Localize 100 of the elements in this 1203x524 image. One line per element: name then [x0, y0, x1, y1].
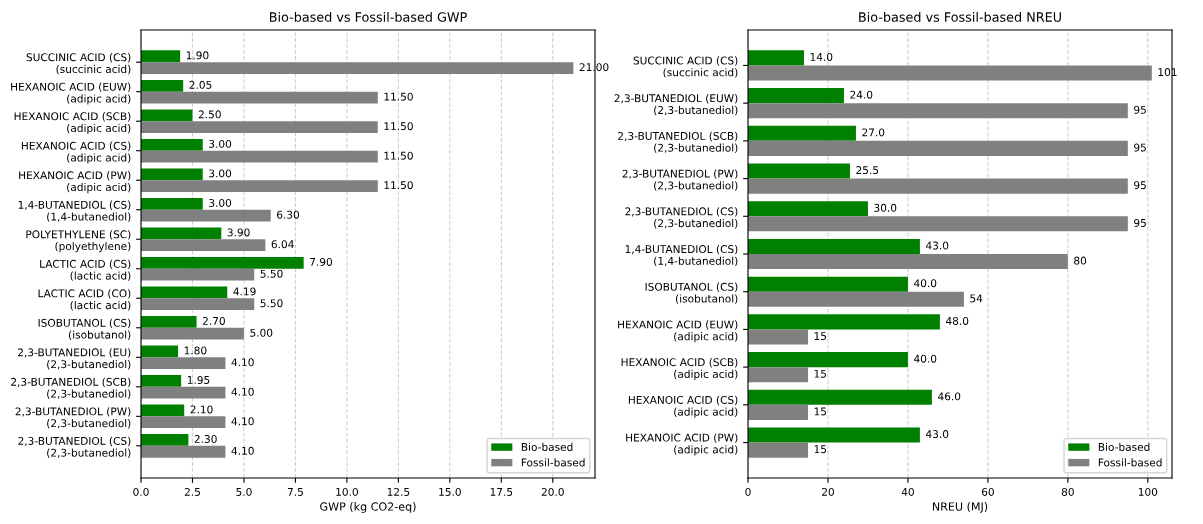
bar — [141, 209, 271, 222]
data-label: 11.50 — [384, 151, 413, 160]
bar — [141, 121, 378, 133]
y-tick-label: 1,4-BUTANEDIOL (CS) (1,4-butanediol) — [18, 200, 131, 222]
data-label: 2.70 — [202, 316, 225, 325]
bar — [141, 256, 304, 269]
bar — [141, 91, 378, 104]
x-axis-title: GWP (kg CO2-eq) — [320, 502, 416, 513]
data-label: 5.50 — [260, 299, 283, 308]
bar — [141, 298, 255, 311]
bar — [748, 238, 920, 254]
data-label: 15 — [814, 332, 827, 341]
x-tick-label: 0.0 — [133, 487, 149, 496]
y-tick-label: HEXANOIC ACID (EUW) (adipic acid) — [618, 320, 738, 343]
bar — [748, 103, 1128, 119]
data-label: 46.0 — [937, 392, 961, 401]
data-label: 4.10 — [231, 417, 254, 426]
y-tick-label: 2,3-BUTANEDIOL (EU) (2,3-butanediol) — [18, 348, 131, 370]
bar — [748, 254, 1068, 270]
y-tick-label: HEXANOIC ACID (CS) (adipic acid) — [628, 395, 738, 418]
bar — [748, 314, 940, 330]
y-tick-label: ISOBUTANOL (CS) (isobutanol) — [645, 282, 738, 304]
bar — [141, 109, 193, 122]
bar — [141, 315, 197, 328]
y-tick-label: HEXANOIC ACID (PW) (adipic acid) — [626, 433, 738, 456]
y-tick-label: HEXANOIC ACID (EUW) (adipic acid) — [11, 82, 131, 105]
data-label: 40.0 — [914, 354, 937, 363]
data-label: 4.10 — [231, 387, 254, 396]
x-tick-label: 5.0 — [236, 487, 252, 496]
bar — [748, 427, 920, 443]
x-tick-label: 100 — [1138, 487, 1158, 496]
data-label: 43.0 — [925, 241, 949, 250]
data-label: 3.90 — [227, 228, 250, 237]
bar — [141, 62, 574, 74]
chart-title: Bio-based vs Fossil-based GWP — [270, 11, 467, 22]
data-label: 95 — [1134, 143, 1146, 152]
data-label: 14.0 — [810, 52, 833, 61]
y-tick-label: HEXANOIC ACID (SCB) (adipic acid) — [14, 112, 131, 135]
bar — [141, 416, 226, 429]
data-label: 5.00 — [250, 328, 273, 337]
bar — [748, 404, 808, 420]
bar — [141, 345, 179, 358]
bar — [141, 180, 378, 193]
data-label: 3.00 — [209, 169, 232, 178]
x-axis-title: NREU (MJ) — [932, 502, 988, 513]
y-tick-label: HEXANOIC ACID (CS) (adipic acid) — [21, 141, 131, 164]
data-label: 80 — [1074, 256, 1087, 265]
bar — [141, 150, 378, 163]
x-tick-label: 0 — [745, 487, 751, 496]
y-tick-label: 2,3-BUTANEDIOL (EUW) (2,3-butanediol) — [614, 94, 738, 116]
data-label: 27.0 — [862, 128, 885, 137]
y-tick-label: HEXANOIC ACID (PW) (adipic acid) — [19, 171, 131, 194]
x-tick-label: 60 — [981, 487, 994, 496]
data-label: 11.50 — [384, 122, 413, 131]
data-label: 43.0 — [925, 430, 949, 439]
data-label: 5.50 — [260, 269, 283, 278]
bar — [748, 389, 932, 405]
bar — [748, 367, 808, 383]
bar — [141, 357, 226, 370]
data-label: 15 — [814, 445, 827, 454]
data-label: 4.10 — [231, 358, 254, 367]
bar — [748, 125, 856, 141]
data-label: 3.00 — [209, 198, 232, 207]
data-label: 95 — [1134, 105, 1146, 114]
data-label: 3.00 — [209, 139, 232, 148]
bar — [748, 276, 908, 292]
data-label: 15 — [814, 407, 827, 416]
x-tick-label: 15.0 — [439, 487, 461, 496]
data-label: 54 — [970, 294, 983, 303]
chart-title: Bio-based vs Fossil-based NREU — [859, 11, 1061, 22]
y-tick-label: 1,4-BUTANEDIOL (CS) (1,4-butanediol) — [625, 244, 738, 267]
bar — [748, 329, 808, 345]
bar — [748, 140, 1128, 156]
data-label: 2.50 — [198, 110, 221, 119]
data-label: 15 — [814, 369, 827, 378]
data-label: 1.80 — [184, 346, 207, 355]
bar — [141, 375, 182, 387]
y-tick-label: 2,3-BUTANEDIOL (CS) (2,3-butanediol) — [18, 436, 131, 458]
data-label: 6.04 — [271, 240, 294, 249]
bar — [748, 291, 964, 307]
bar — [748, 163, 850, 179]
legend-label: Fossil-based — [1098, 458, 1162, 467]
x-tick-label: 80 — [1061, 487, 1074, 496]
data-label: 25.5 — [856, 166, 879, 175]
legend-label: Bio-based — [1098, 442, 1150, 451]
x-tick-label: 20.0 — [541, 487, 564, 496]
data-label: 30.0 — [874, 203, 897, 212]
bar — [748, 201, 868, 217]
bar — [748, 442, 808, 458]
data-label: 4.10 — [231, 446, 254, 455]
bar — [141, 168, 203, 181]
x-tick-label: 7.5 — [287, 488, 303, 496]
bar — [141, 239, 266, 252]
data-label: 11.50 — [384, 181, 413, 190]
bar — [748, 178, 1128, 194]
data-label: 1.95 — [187, 375, 210, 384]
data-label: 6.30 — [277, 210, 300, 219]
y-tick-label: 2,3-BUTANEDIOL (PW) (2,3-butanediol) — [622, 169, 738, 191]
x-tick-label: 17.5 — [490, 488, 513, 496]
data-label: 2.30 — [194, 435, 217, 443]
